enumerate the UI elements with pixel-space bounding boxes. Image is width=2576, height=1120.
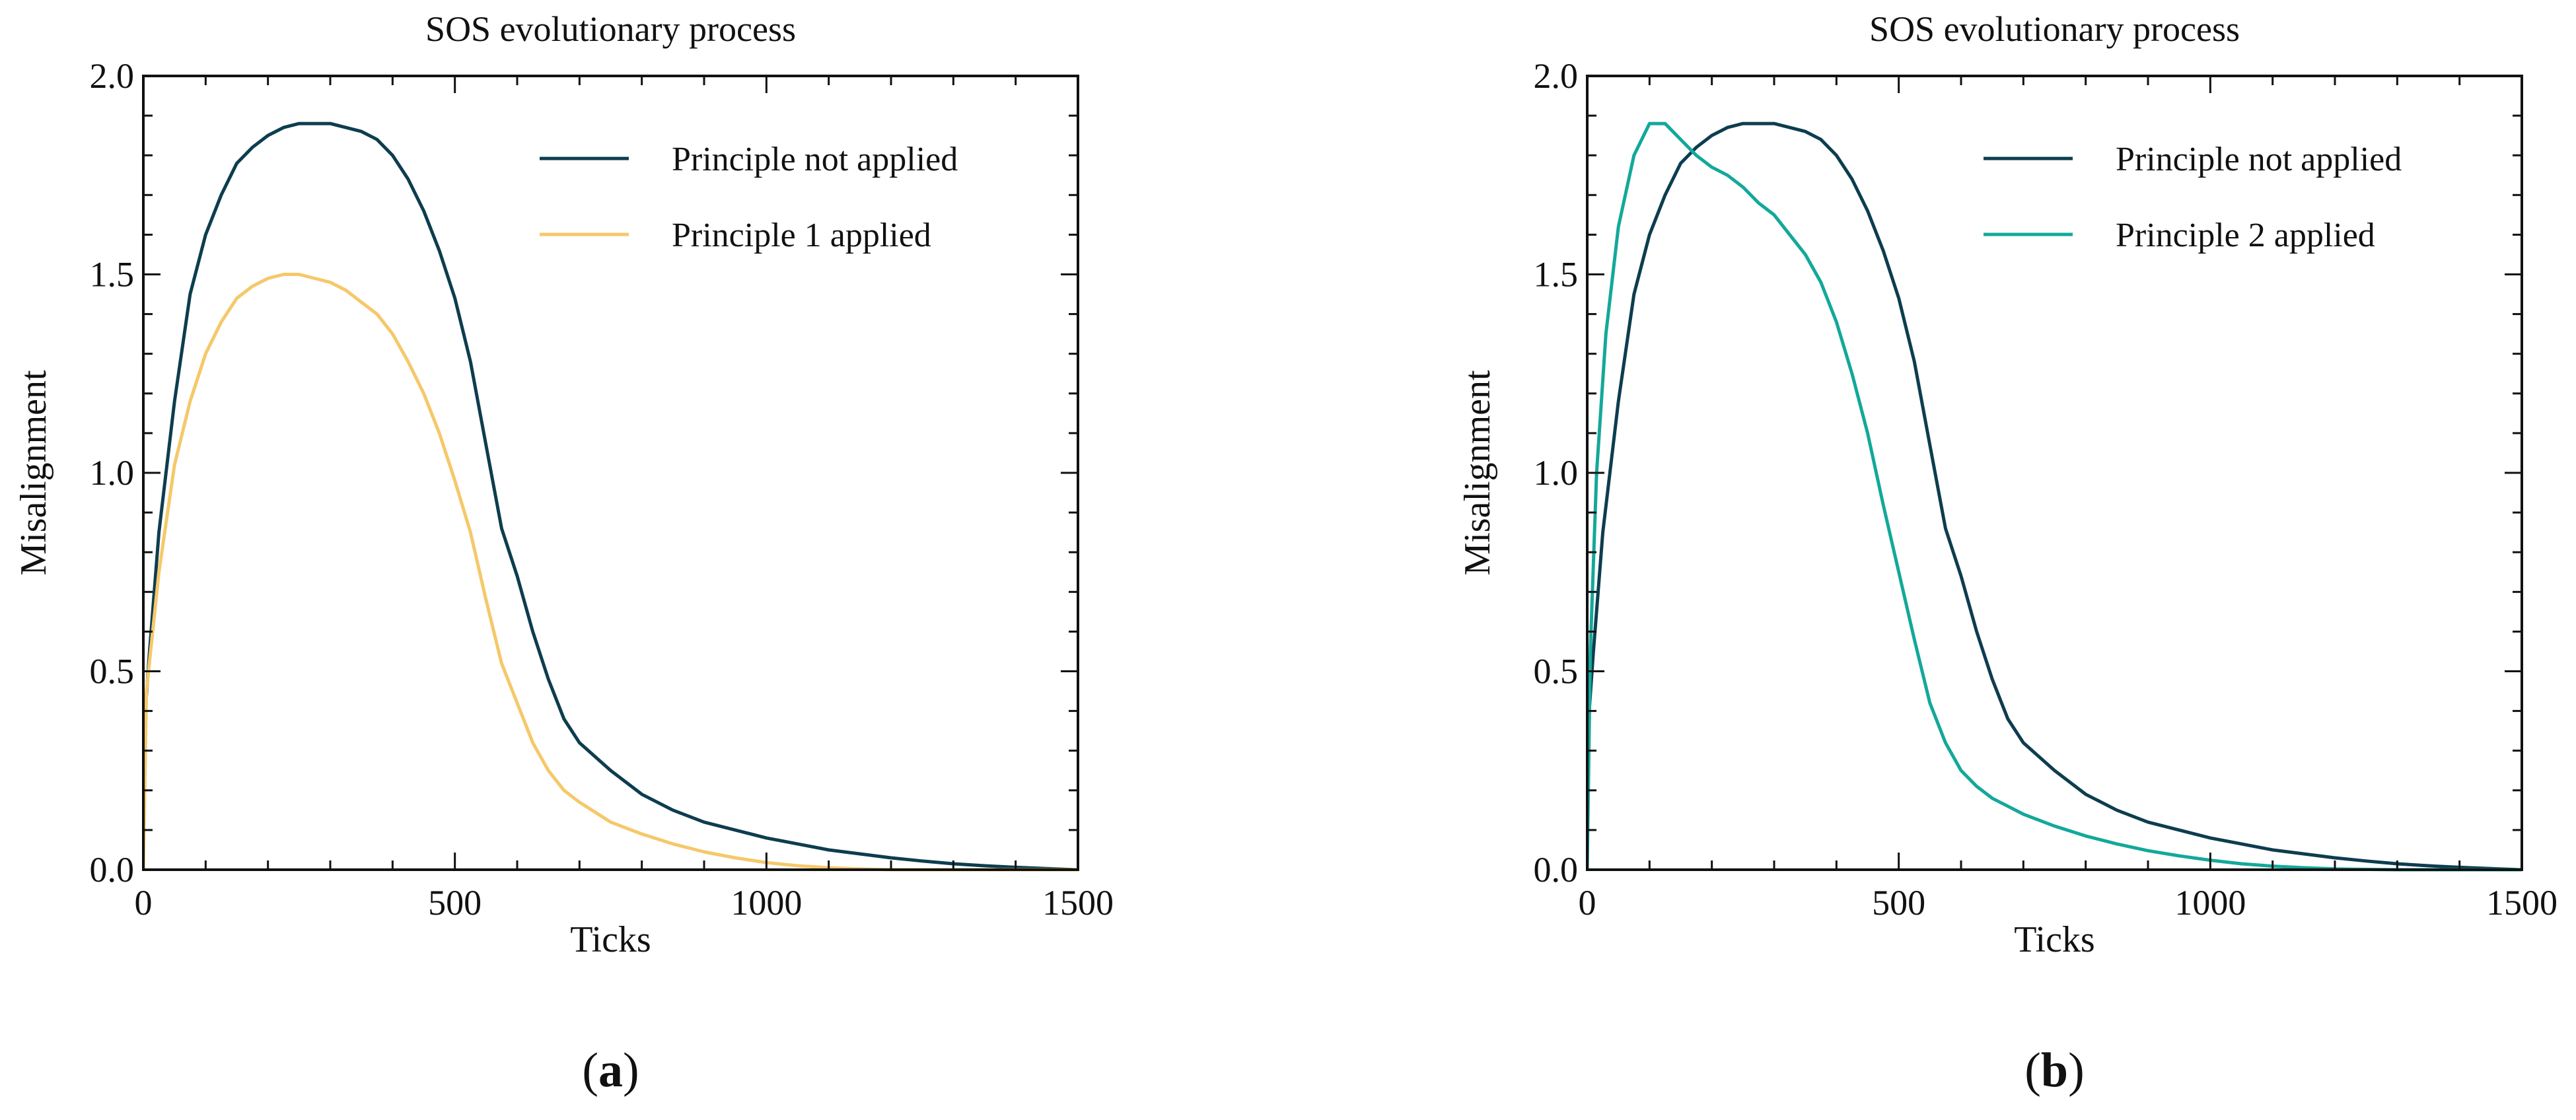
panel-label-letter: b xyxy=(2041,1043,2068,1098)
panel-label-open: ( xyxy=(2024,1043,2041,1098)
x-tick-label: 0 xyxy=(1579,883,1596,923)
x-tick-label: 1500 xyxy=(2486,883,2558,923)
panel-label-letter: a xyxy=(598,1043,623,1098)
x-axis-label: Ticks xyxy=(2014,919,2094,960)
x-tick-label: 500 xyxy=(428,883,482,923)
panel-label-open: ( xyxy=(582,1043,598,1098)
y-tick-label: 1.5 xyxy=(1534,255,1579,295)
chart-title: SOS evolutionary process xyxy=(425,9,796,49)
y-axis-label: Misalignment xyxy=(13,370,54,576)
y-tick-label: 2.0 xyxy=(90,56,135,96)
series-line-1 xyxy=(143,122,1078,872)
y-tick-label: 1.0 xyxy=(1534,453,1579,493)
series-line-2 xyxy=(1587,122,2522,872)
x-axis-label: Ticks xyxy=(570,919,651,960)
legend-label-2: Principle 1 applied xyxy=(672,217,931,254)
plot-frame xyxy=(1586,75,2523,871)
x-tick-label: 1500 xyxy=(1042,883,1114,923)
panel-label-close: ) xyxy=(2068,1043,2085,1098)
y-tick-label: 1.5 xyxy=(90,255,135,295)
y-tick-label: 2.0 xyxy=(1534,56,1579,96)
series-line-2 xyxy=(143,273,1078,872)
plot-frame xyxy=(142,75,1079,871)
x-tick-label: 1000 xyxy=(2174,883,2246,923)
panel-label: (a) xyxy=(582,1043,639,1098)
panel-a: SOS evolutionary process 0 500 1000 1500 0.0 0… xyxy=(13,9,1114,1098)
legend-label-1: Principle not applied xyxy=(2116,141,2402,178)
panel-label: (b) xyxy=(2024,1043,2084,1098)
legend-label-1: Principle not applied xyxy=(672,141,958,178)
panel-b: SOS evolutionary process 0 500 1000 1500 0.0 0… xyxy=(1457,9,2558,1098)
chart-title: SOS evolutionary process xyxy=(1869,9,2240,49)
y-tick-label: 1.0 xyxy=(90,453,135,493)
x-tick-label: 500 xyxy=(1872,883,1925,923)
x-tick-label: 1000 xyxy=(731,883,802,923)
legend-label-2: Principle 2 applied xyxy=(2116,217,2375,254)
y-tick-label: 0.0 xyxy=(1534,850,1579,890)
panel-label-close: ) xyxy=(623,1043,639,1098)
series-line-1 xyxy=(1587,122,2522,872)
y-axis-label: Misalignment xyxy=(1457,370,1498,576)
y-tick-label: 0.5 xyxy=(90,652,135,691)
y-tick-label: 0.0 xyxy=(90,850,135,890)
y-tick-label: 0.5 xyxy=(1534,652,1579,691)
x-tick-label: 0 xyxy=(135,883,153,923)
